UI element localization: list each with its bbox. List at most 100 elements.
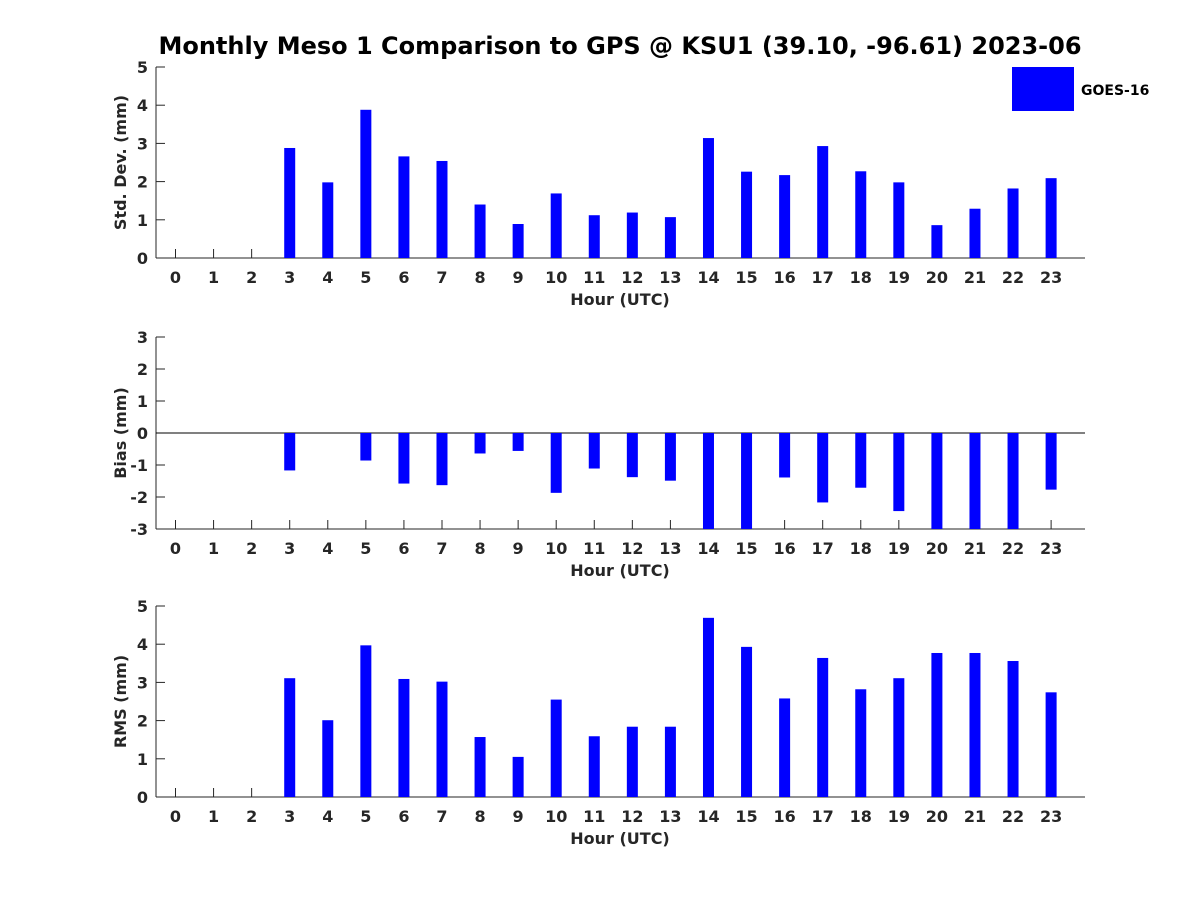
legend-swatch	[1012, 67, 1074, 111]
bar-hour-9	[512, 433, 524, 451]
y-tick-label: 1	[137, 392, 148, 411]
x-tick-label: 10	[545, 807, 567, 826]
y-tick-label: 1	[137, 211, 148, 230]
y-tick-label: 1	[137, 750, 148, 769]
bar-hour-6	[398, 678, 410, 797]
bar-hour-6	[398, 433, 410, 484]
x-tick-label: 10	[545, 268, 567, 287]
y-tick-label: -1	[130, 456, 148, 475]
x-tick-label: 14	[697, 807, 719, 826]
x-tick-label: 6	[398, 539, 409, 558]
bar-hour-17	[817, 433, 829, 503]
bar-hour-17	[817, 146, 829, 258]
x-tick-label: 3	[284, 539, 295, 558]
bar-hour-12	[626, 212, 638, 258]
x-tick-label: 11	[583, 268, 605, 287]
x-axis-label: Hour (UTC)	[570, 829, 670, 848]
x-tick-label: 5	[360, 268, 371, 287]
x-tick-label: 22	[1002, 807, 1024, 826]
bar-hour-18	[855, 433, 867, 488]
y-tick-label: -3	[130, 520, 148, 539]
y-axis-label: Bias (mm)	[111, 387, 130, 479]
bar-hour-14	[702, 433, 714, 529]
y-tick-label: 0	[137, 249, 148, 268]
x-tick-label: 2	[246, 539, 257, 558]
bar-hour-20	[931, 652, 943, 797]
x-tick-label: 11	[583, 807, 605, 826]
bar-hour-17	[817, 657, 829, 797]
bar-hour-7	[436, 433, 448, 486]
x-tick-label: 3	[284, 268, 295, 287]
x-tick-label: 22	[1002, 268, 1024, 287]
x-tick-label: 11	[583, 539, 605, 558]
x-tick-label: 13	[659, 268, 681, 287]
bar-hour-18	[855, 171, 867, 258]
bar-hour-13	[664, 433, 676, 481]
x-tick-label: 22	[1002, 539, 1024, 558]
x-tick-label: 17	[812, 268, 834, 287]
x-tick-label: 17	[812, 539, 834, 558]
legend: GOES-16	[1012, 67, 1149, 111]
bar-hour-19	[893, 678, 905, 797]
bar-hour-12	[626, 726, 638, 797]
bar-hour-16	[779, 433, 791, 478]
bar-hour-11	[588, 433, 600, 469]
bar-hour-9	[512, 756, 524, 797]
x-axis-label: Hour (UTC)	[570, 290, 670, 309]
bar-hour-8	[474, 737, 486, 797]
x-tick-label: 4	[322, 539, 333, 558]
bar-hour-16	[779, 175, 791, 258]
bar-hour-19	[893, 182, 905, 258]
x-tick-label: 16	[773, 539, 795, 558]
x-tick-label: 19	[888, 807, 910, 826]
x-tick-label: 15	[735, 268, 757, 287]
x-tick-label: 13	[659, 539, 681, 558]
bar-hour-23	[1045, 178, 1057, 258]
x-tick-label: 4	[322, 807, 333, 826]
x-tick-label: 1	[208, 539, 219, 558]
x-tick-label: 7	[436, 268, 447, 287]
bar-hour-21	[969, 433, 981, 529]
x-tick-label: 8	[474, 807, 485, 826]
x-tick-label: 20	[926, 268, 948, 287]
bar-hour-16	[779, 698, 791, 797]
bar-hour-7	[436, 681, 448, 797]
y-tick-label: 2	[137, 360, 148, 379]
x-tick-label: 23	[1040, 539, 1062, 558]
bar-hour-19	[893, 433, 905, 512]
bar-hour-8	[474, 204, 486, 258]
bar-hour-15	[741, 433, 753, 529]
x-tick-label: 23	[1040, 807, 1062, 826]
x-tick-label: 19	[888, 268, 910, 287]
bar-hour-4	[322, 182, 334, 258]
x-tick-label: 18	[850, 539, 872, 558]
bar-hour-18	[855, 689, 867, 797]
x-tick-label: 4	[322, 268, 333, 287]
y-tick-label: 2	[137, 712, 148, 731]
bar-hour-23	[1045, 433, 1057, 490]
x-tick-label: 21	[964, 268, 986, 287]
bar-hour-21	[969, 652, 981, 797]
y-tick-label: 3	[137, 673, 148, 692]
x-tick-label: 9	[513, 539, 524, 558]
x-tick-label: 15	[735, 539, 757, 558]
x-tick-label: 8	[474, 268, 485, 287]
bar-hour-12	[626, 433, 638, 478]
bar-hour-14	[702, 617, 714, 797]
y-tick-label: 0	[137, 788, 148, 807]
x-tick-label: 0	[170, 539, 181, 558]
y-tick-label: 2	[137, 173, 148, 192]
x-tick-label: 14	[697, 268, 719, 287]
bar-hour-22	[1007, 188, 1019, 258]
y-tick-label: 4	[137, 96, 148, 115]
x-tick-label: 0	[170, 807, 181, 826]
x-tick-label: 20	[926, 807, 948, 826]
y-tick-label: 3	[137, 328, 148, 347]
x-tick-label: 16	[773, 268, 795, 287]
legend-label: GOES-16	[1081, 83, 1149, 99]
bar-hour-5	[360, 109, 372, 258]
y-tick-label: 0	[137, 424, 148, 443]
x-tick-label: 8	[474, 539, 485, 558]
